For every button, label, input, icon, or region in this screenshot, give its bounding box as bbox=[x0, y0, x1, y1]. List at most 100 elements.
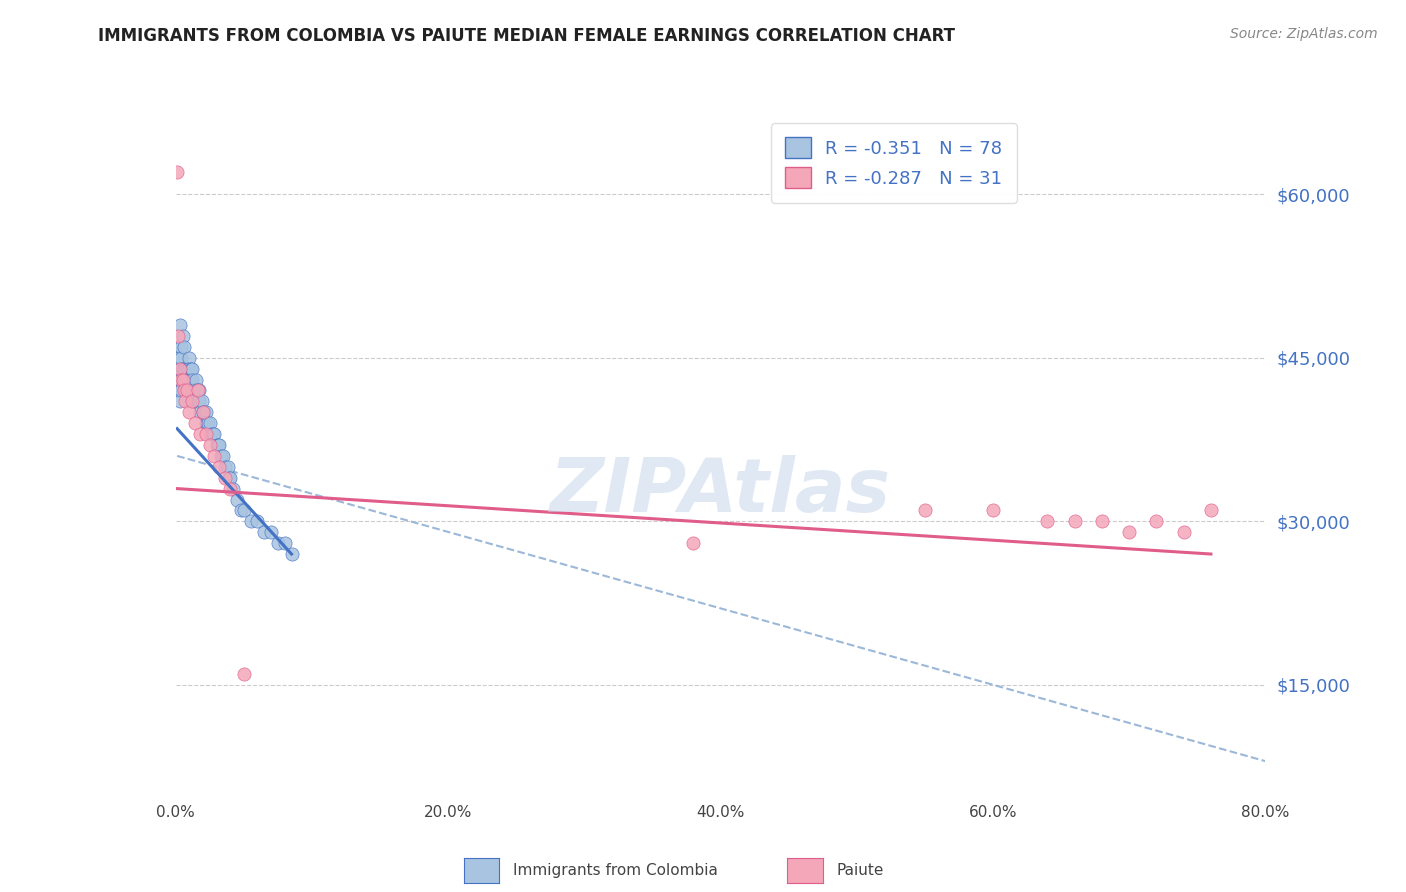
Point bbox=[180, 373, 202, 387]
Point bbox=[167, 351, 190, 365]
Point bbox=[1091, 514, 1114, 528]
Point bbox=[183, 384, 205, 398]
Point bbox=[186, 384, 209, 398]
Point bbox=[218, 471, 240, 485]
Point bbox=[187, 384, 209, 398]
Point bbox=[172, 373, 194, 387]
Point bbox=[169, 373, 191, 387]
Point bbox=[176, 384, 198, 398]
Point bbox=[1118, 525, 1140, 540]
Point bbox=[981, 503, 1004, 517]
Point bbox=[169, 361, 191, 376]
Point bbox=[179, 351, 201, 365]
Point bbox=[187, 394, 209, 409]
Point bbox=[202, 449, 225, 463]
Point bbox=[183, 394, 205, 409]
Point bbox=[274, 536, 297, 550]
Point bbox=[208, 438, 231, 452]
Point bbox=[173, 373, 195, 387]
Point bbox=[194, 405, 217, 419]
Point bbox=[179, 405, 201, 419]
Point bbox=[201, 427, 224, 442]
Point bbox=[172, 329, 194, 343]
Point bbox=[226, 492, 249, 507]
Point bbox=[195, 416, 218, 430]
Point bbox=[219, 482, 242, 496]
Point bbox=[222, 482, 245, 496]
Point bbox=[194, 427, 217, 442]
Point bbox=[167, 329, 190, 343]
Point bbox=[166, 165, 188, 179]
Point bbox=[267, 536, 290, 550]
Text: Paiute: Paiute bbox=[837, 863, 884, 878]
Point bbox=[219, 471, 242, 485]
Point bbox=[1063, 514, 1085, 528]
Point bbox=[202, 427, 225, 442]
Point bbox=[181, 373, 204, 387]
Point bbox=[186, 373, 208, 387]
Point bbox=[280, 547, 302, 561]
Text: Immigrants from Colombia: Immigrants from Colombia bbox=[513, 863, 718, 878]
Point bbox=[179, 361, 201, 376]
Point bbox=[207, 438, 229, 452]
Point bbox=[214, 471, 236, 485]
Point bbox=[1199, 503, 1222, 517]
Point bbox=[194, 416, 217, 430]
Point bbox=[186, 394, 209, 409]
Point bbox=[170, 361, 193, 376]
Point bbox=[188, 405, 211, 419]
Point bbox=[169, 394, 191, 409]
Point bbox=[191, 405, 214, 419]
Point bbox=[217, 459, 239, 474]
Point bbox=[212, 449, 235, 463]
Point bbox=[914, 503, 936, 517]
Point bbox=[167, 340, 190, 354]
Point bbox=[173, 340, 195, 354]
Point bbox=[180, 361, 202, 376]
Point bbox=[181, 361, 204, 376]
Point bbox=[174, 361, 197, 376]
Point bbox=[209, 449, 232, 463]
Point bbox=[167, 373, 190, 387]
Point bbox=[1144, 514, 1167, 528]
Point bbox=[167, 384, 190, 398]
Point bbox=[1173, 525, 1195, 540]
Point bbox=[260, 525, 283, 540]
Point bbox=[200, 427, 222, 442]
Legend: R = -0.351   N = 78, R = -0.287   N = 31: R = -0.351 N = 78, R = -0.287 N = 31 bbox=[770, 123, 1017, 202]
Point bbox=[176, 373, 198, 387]
Point bbox=[166, 384, 188, 398]
Point bbox=[193, 405, 215, 419]
Point bbox=[184, 384, 207, 398]
Point bbox=[170, 384, 193, 398]
Point bbox=[205, 438, 228, 452]
Point bbox=[174, 394, 197, 409]
Point bbox=[166, 373, 188, 387]
Text: ZIPAtlas: ZIPAtlas bbox=[550, 455, 891, 528]
Point bbox=[177, 373, 200, 387]
Point bbox=[190, 394, 212, 409]
Point bbox=[208, 459, 231, 474]
Point bbox=[191, 405, 214, 419]
Point bbox=[170, 351, 193, 365]
Point bbox=[198, 416, 221, 430]
Point bbox=[176, 361, 198, 376]
Point bbox=[232, 667, 254, 681]
Point bbox=[246, 514, 269, 528]
Point bbox=[682, 536, 704, 550]
Point bbox=[170, 340, 193, 354]
Point bbox=[239, 514, 262, 528]
Point bbox=[174, 384, 197, 398]
Point bbox=[166, 361, 188, 376]
Point bbox=[177, 361, 200, 376]
Point bbox=[231, 503, 253, 517]
Point bbox=[173, 384, 195, 398]
Point bbox=[197, 416, 219, 430]
Point bbox=[173, 361, 195, 376]
Point bbox=[253, 525, 276, 540]
Point bbox=[186, 384, 209, 398]
Point bbox=[186, 384, 208, 398]
Point bbox=[232, 503, 254, 517]
Text: Source: ZipAtlas.com: Source: ZipAtlas.com bbox=[1230, 27, 1378, 41]
Point bbox=[188, 427, 211, 442]
